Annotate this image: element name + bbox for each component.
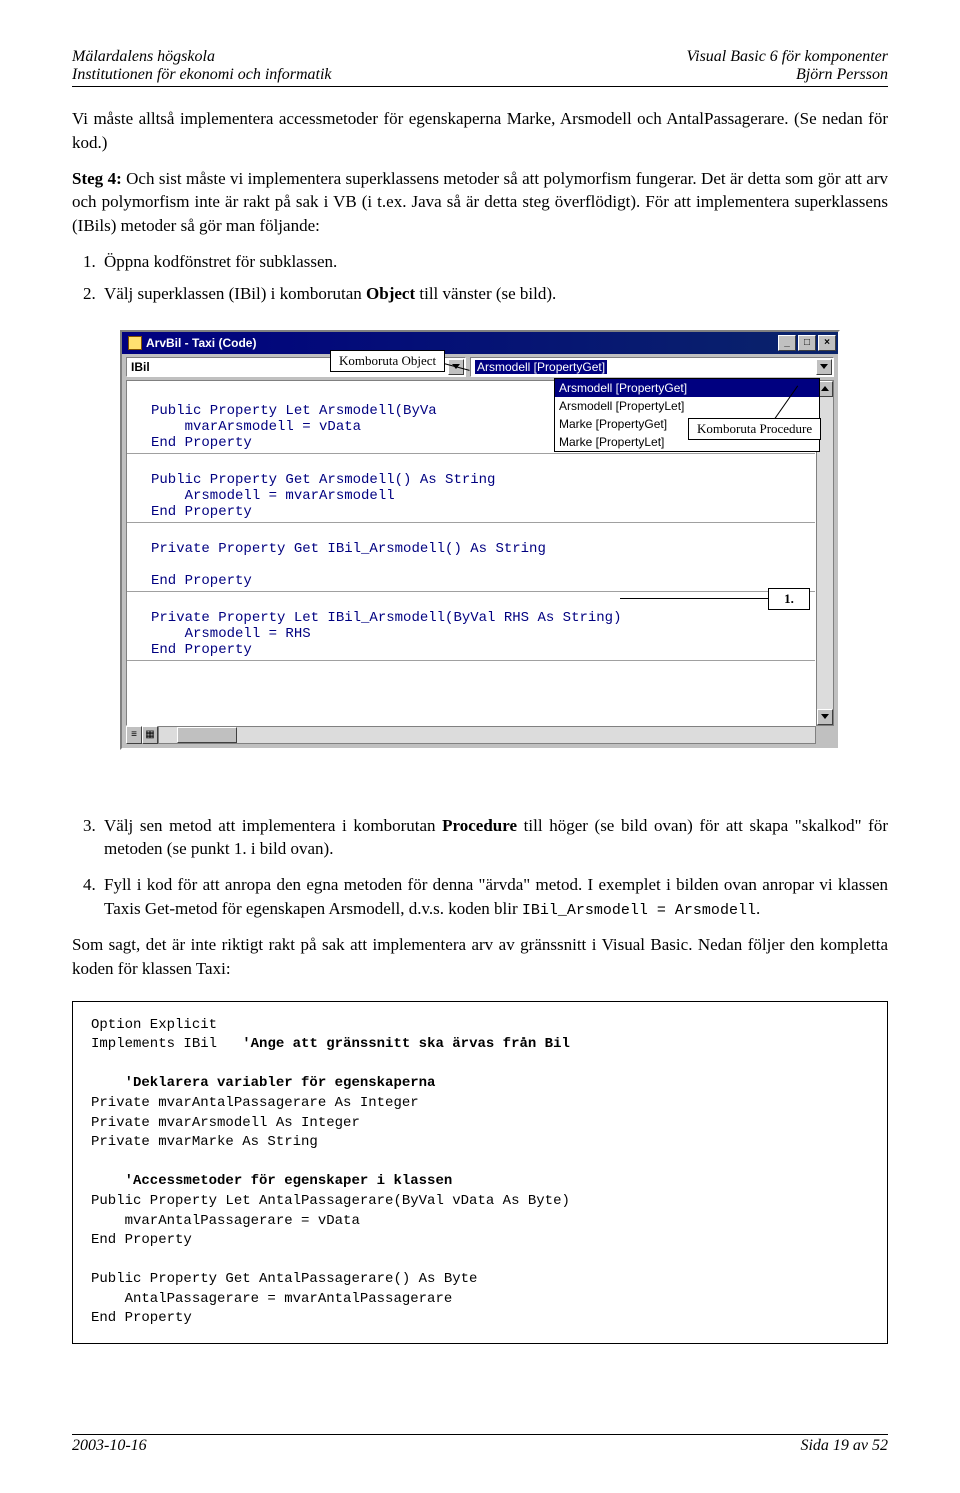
callout-procedure-label: Komboruta Procedure: [688, 418, 821, 440]
step4-text: Och sist måste vi implementera superklas…: [72, 169, 888, 236]
footer-page: Sida 19 av 52: [800, 1437, 888, 1455]
code-l15: AntalPassagerare = mvarAntalPassagerare: [91, 1291, 452, 1307]
scroll-down-icon[interactable]: [817, 709, 833, 725]
hscroll-thumb[interactable]: [177, 727, 237, 743]
code-l10: Public Property Let AntalPassagerare(ByV…: [91, 1193, 570, 1209]
step-4: Fyll i kod för att anropa den egna metod…: [100, 873, 888, 921]
code-l9: 'Accessmetoder för egenskaper i klassen: [91, 1173, 452, 1189]
horizontal-scrollbar[interactable]: [158, 726, 816, 744]
footer-date: 2003-10-16: [72, 1437, 147, 1455]
code-l2a: Implements IBil: [91, 1036, 242, 1052]
step3-a: Välj sen metod att implementera i kombor…: [104, 816, 442, 835]
header-left2: Institutionen för ekonomi och informatik: [72, 66, 332, 84]
combo-row: IBil Arsmodell [PropertyGet]: [122, 354, 838, 380]
step2-a: Välj superklassen (IBil) i komborutan: [104, 284, 366, 303]
step4-code: IBil_Arsmodell = Arsmodell: [522, 902, 756, 919]
code-listing: Option Explicit Implements IBil 'Ange at…: [72, 1001, 888, 1345]
procedure-combo-arrow-icon[interactable]: [816, 359, 832, 375]
code-l4: 'Deklarera variabler för egenskaperna: [91, 1075, 435, 1091]
code-l5: Private mvarAntalPassagerare As Integer: [91, 1095, 419, 1111]
callout-object-label: Komboruta Object: [330, 350, 445, 372]
header-left1: Mälardalens högskola: [72, 48, 215, 66]
code-l16: End Property: [91, 1310, 192, 1326]
header-right2: Björn Persson: [796, 66, 888, 84]
code-l1: Option Explicit: [91, 1017, 217, 1033]
step4-b: .: [756, 899, 760, 918]
list-2: Välj sen metod att implementera i kombor…: [72, 814, 888, 921]
view-buttons: ≡ ▦: [126, 726, 158, 744]
step2-c: till vänster (se bild).: [415, 284, 556, 303]
step2-b: Object: [366, 284, 415, 303]
title-icon: [128, 336, 142, 350]
step4-label: Steg 4:: [72, 169, 122, 188]
code-window: ArvBil - Taxi (Code) _ □ × IBil Arsmodel…: [120, 330, 840, 750]
scroll-corner: [816, 726, 834, 744]
close-button[interactable]: ×: [818, 335, 836, 351]
step-3: Välj sen metod att implementera i kombor…: [100, 814, 888, 862]
paragraph-2: Steg 4: Och sist måste vi implementera s…: [72, 167, 888, 238]
dropdown-item[interactable]: Arsmodell [PropertyGet]: [555, 379, 819, 397]
procedure-combo-value: Arsmodell [PropertyGet]: [475, 360, 607, 374]
code-l7: Private mvarMarke As String: [91, 1134, 318, 1150]
step4-a: Fyll i kod för att anropa den egna metod…: [104, 875, 888, 918]
minimize-button[interactable]: _: [778, 335, 796, 351]
step-2: Välj superklassen (IBil) i komborutan Ob…: [100, 282, 888, 306]
object-combo-value: IBil: [131, 360, 150, 374]
step3-b: Procedure: [442, 816, 517, 835]
header-right1: Visual Basic 6 för komponenter: [687, 48, 888, 66]
list-1: Öppna kodfönstret för subklassen. Välj s…: [72, 250, 888, 306]
window-title: ArvBil - Taxi (Code): [146, 336, 256, 350]
paragraph-3: Som sagt, det är inte riktigt rakt på sa…: [72, 933, 888, 981]
code-l6: Private mvarArsmodell As Integer: [91, 1115, 360, 1131]
full-module-view-button[interactable]: ▦: [142, 726, 158, 744]
step-1: Öppna kodfönstret för subklassen.: [100, 250, 888, 274]
procedure-combo[interactable]: Arsmodell [PropertyGet]: [470, 357, 834, 377]
title-bar[interactable]: ArvBil - Taxi (Code) _ □ ×: [122, 332, 838, 354]
paragraph-1: Vi måste alltså implementera accessmetod…: [72, 107, 888, 155]
page-footer: 2003-10-16 Sida 19 av 52: [72, 1434, 888, 1455]
code-l12: End Property: [91, 1232, 192, 1248]
header-rule: [72, 86, 888, 87]
code-l11: mvarAntalPassagerare = vData: [91, 1213, 360, 1229]
callout-line-3: [620, 598, 768, 599]
code-l2b: 'Ange att gränssnitt ska ärvas från Bil: [242, 1036, 570, 1052]
code-l14: Public Property Get AntalPassagerare() A…: [91, 1271, 477, 1287]
callout-one-label: 1.: [768, 588, 810, 610]
maximize-button[interactable]: □: [798, 335, 816, 351]
screenshot-container: ArvBil - Taxi (Code) _ □ × IBil Arsmodel…: [120, 330, 840, 770]
procedure-dropdown[interactable]: Arsmodell [PropertyGet] Arsmodell [Prope…: [554, 378, 820, 452]
single-proc-view-button[interactable]: ≡: [126, 726, 142, 744]
